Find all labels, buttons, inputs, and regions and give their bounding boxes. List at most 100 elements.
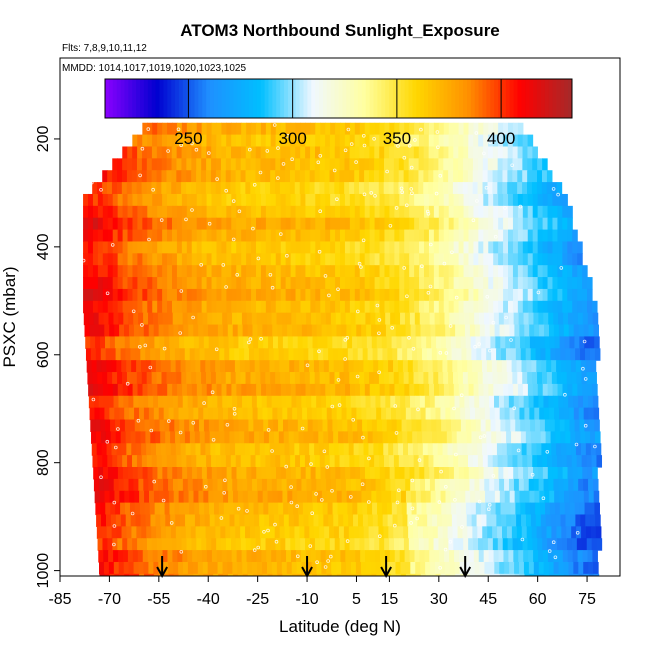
heatmap-cell [285,193,292,207]
colorbar-segment [529,79,534,118]
heatmap-cell [572,241,578,254]
heatmap-cell [573,561,579,575]
heatmap-cell [365,550,371,563]
heatmap-cell [150,348,156,361]
heatmap-cell [184,336,190,349]
heatmap-cell [133,324,140,338]
heatmap-cell [211,277,218,290]
heatmap-cell [221,277,227,290]
sample-point [559,266,564,270]
heatmap-cell [402,360,409,373]
heatmap-cell [201,288,208,302]
heatmap-cell [305,300,311,314]
heatmap-cell [353,514,359,527]
heatmap-cell [359,455,365,468]
heatmap-cell [546,526,553,539]
heatmap-cell [573,395,579,409]
heatmap-cell [156,146,163,159]
heatmap-cell [567,288,573,302]
heatmap-cell [497,158,504,171]
heatmap-cell [176,300,183,314]
heatmap-cell [128,561,135,575]
heatmap-cell [119,419,126,432]
heatmap-cell [162,383,168,397]
heatmap-cell [450,407,456,421]
heatmap-cell [107,170,113,183]
heatmap-cell [118,550,124,563]
heatmap-cell [132,277,139,290]
heatmap-cell [403,158,410,171]
heatmap-cell [326,573,333,576]
heatmap-cell [527,146,533,159]
heatmap-cell [205,526,212,539]
colorbar-segment [431,79,437,118]
heatmap-cell [554,573,560,576]
heatmap-cell [394,538,400,551]
heatmap-cell [512,122,519,136]
heatmap-cell [137,241,143,254]
heatmap-cell [463,300,470,314]
heatmap-cell [369,241,376,254]
heatmap-cell [572,253,578,266]
heatmap-cell [483,122,489,136]
heatmap-cell [532,538,538,551]
heatmap-cell [97,538,104,551]
heatmap-cell [88,312,95,326]
heatmap-cell [157,288,163,302]
heatmap-cell [225,455,232,468]
heatmap-cell [401,502,408,516]
heatmap-cell [418,170,424,183]
heatmap-cell [221,288,227,302]
heatmap-cell [564,336,571,349]
heatmap-cell [330,288,336,302]
heatmap-cell [583,324,590,338]
heatmap-cell [146,372,153,385]
heatmap-cell [490,419,497,432]
heatmap-cell [265,277,272,290]
heatmap-cell [404,205,410,219]
heatmap-cell [544,490,550,504]
heatmap-cell [368,182,375,195]
heatmap-cell [483,253,489,266]
heatmap-cell [97,372,103,385]
sample-point [516,448,521,453]
heatmap-cell [325,229,331,243]
heatmap-cell [366,573,372,576]
heatmap-cell [443,300,450,314]
heatmap-cell [384,205,391,219]
heatmap-cell [448,229,455,243]
heatmap-cell [315,122,321,136]
heatmap-cell [467,372,474,385]
sample-point [314,492,318,496]
heatmap-cell [562,467,569,480]
heatmap-cell [488,122,494,136]
heatmap-cell [148,478,154,492]
heatmap-cell [296,395,302,409]
heatmap-cell [511,514,517,527]
colorbar-segment [428,79,433,118]
heatmap-cell [310,146,316,159]
heatmap-cell [91,360,98,373]
heatmap-cell [211,146,217,159]
heatmap-cell [137,538,143,551]
heatmap-cell [450,324,456,338]
heatmap-cell [436,419,442,432]
heatmap-cell [419,277,425,290]
heatmap-cell [206,383,213,397]
heatmap-cell [142,205,148,219]
heatmap-cell [231,265,237,278]
heatmap-cell [374,193,381,207]
heatmap-cell [109,573,115,576]
heatmap-cell [206,122,213,136]
colorbar-segment [307,79,312,118]
heatmap-cell [389,217,395,231]
heatmap-cell [236,193,242,207]
heatmap-cell [149,502,156,516]
heatmap-cell [585,443,592,456]
heatmap-cell [181,253,188,266]
heatmap-cell [216,538,222,551]
sample-point [574,442,579,447]
heatmap-cell [393,170,400,183]
heatmap-cell [304,158,311,171]
heatmap-cell [218,490,224,504]
